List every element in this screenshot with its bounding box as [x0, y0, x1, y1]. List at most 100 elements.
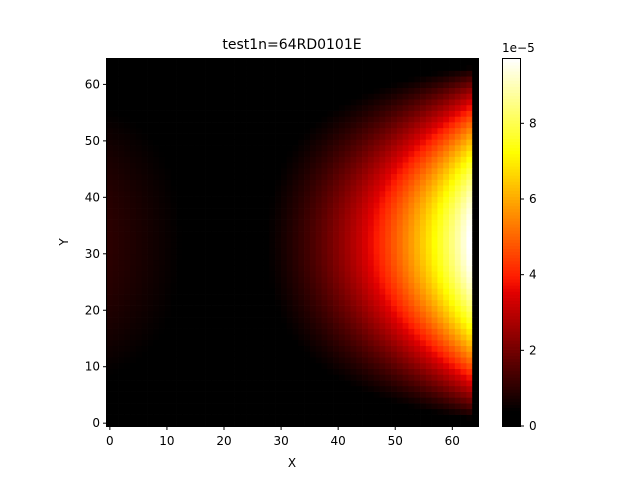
heatmap-cell — [344, 317, 351, 324]
heatmap-cell — [443, 139, 450, 146]
heatmap-cell — [402, 317, 409, 324]
heatmap-cell — [193, 345, 201, 352]
heatmap-cell — [454, 351, 461, 358]
heatmap-cell — [391, 236, 398, 243]
heatmap-cell — [333, 156, 340, 163]
heatmap-cell — [408, 179, 415, 186]
heatmap-cell — [130, 99, 137, 106]
heatmap-cell — [159, 311, 166, 318]
heatmap-cell — [205, 208, 212, 215]
heatmap-cell — [425, 253, 432, 261]
heatmap-cell — [205, 408, 212, 415]
heatmap-cell — [205, 202, 212, 209]
heatmap-cell — [327, 397, 334, 404]
heatmap-cell — [437, 368, 444, 375]
heatmap-cell — [362, 76, 369, 83]
heatmap-cell — [391, 351, 398, 358]
heatmap-cell — [373, 345, 380, 352]
heatmap-cell — [135, 403, 143, 410]
heatmap-cell — [350, 219, 357, 226]
heatmap-cell — [124, 368, 131, 375]
heatmap-cell — [188, 116, 195, 123]
heatmap-cell — [431, 420, 438, 427]
heatmap-cell — [414, 420, 421, 427]
heatmap-cell — [391, 70, 398, 77]
heatmap-cell — [431, 334, 438, 341]
heatmap-cell — [107, 150, 114, 157]
heatmap-cell — [466, 70, 473, 77]
heatmap-cell — [130, 185, 137, 192]
heatmap-cell — [240, 322, 247, 329]
heatmap-cell — [396, 345, 403, 352]
heatmap-cell — [327, 87, 334, 94]
heatmap-cell — [246, 362, 253, 369]
heatmap-cell — [112, 339, 119, 347]
heatmap-cell — [188, 317, 195, 324]
heatmap-cell — [356, 162, 363, 169]
heatmap-cell — [367, 345, 375, 352]
heatmap-cell — [130, 391, 137, 398]
heatmap-cell — [280, 288, 288, 295]
heatmap-cell — [472, 190, 479, 197]
heatmap-cell — [182, 104, 189, 111]
heatmap-cell — [443, 179, 450, 186]
heatmap-cell — [321, 231, 328, 238]
heatmap-cell — [112, 99, 119, 106]
heatmap-cell — [286, 414, 293, 421]
heatmap-cell — [251, 253, 259, 261]
heatmap-cell — [309, 185, 317, 192]
heatmap-cell — [275, 351, 282, 358]
heatmap-cell — [327, 70, 334, 77]
heatmap-cell — [414, 276, 421, 283]
heatmap-cell — [408, 213, 415, 220]
heatmap-cell — [338, 139, 346, 146]
heatmap-cell — [275, 397, 282, 404]
heatmap-cell — [292, 248, 299, 255]
heatmap-cell — [425, 196, 432, 203]
heatmap-cell — [292, 127, 299, 134]
heatmap-cell — [124, 231, 131, 238]
heatmap-cell — [269, 110, 276, 117]
heatmap-cell — [327, 265, 334, 272]
heatmap-cell — [263, 242, 270, 249]
heatmap-cell — [246, 156, 253, 163]
heatmap-cell — [147, 408, 154, 415]
heatmap-cell — [222, 167, 230, 175]
heatmap-cell — [118, 196, 125, 203]
heatmap-cell — [222, 311, 230, 318]
heatmap-cell — [402, 190, 409, 197]
heatmap-cell — [107, 116, 114, 123]
heatmap-cell — [188, 414, 195, 421]
heatmap-cell — [373, 133, 380, 140]
heatmap-cell — [130, 385, 137, 392]
heatmap-cell — [309, 173, 317, 180]
heatmap-cell — [269, 145, 276, 152]
heatmap-cell — [466, 351, 473, 358]
heatmap-cell — [338, 219, 346, 226]
heatmap-cell — [182, 357, 189, 364]
heatmap-cell — [141, 156, 148, 163]
heatmap-cell — [344, 196, 351, 203]
heatmap-cell — [420, 150, 427, 157]
heatmap-cell — [269, 99, 276, 106]
heatmap-cell — [309, 385, 317, 392]
heatmap-cell — [391, 288, 398, 295]
heatmap-cell — [275, 362, 282, 369]
heatmap-cell — [234, 408, 241, 415]
heatmap-cell — [356, 167, 363, 175]
heatmap-cell — [176, 81, 183, 89]
heatmap-cell — [228, 276, 235, 283]
heatmap-cell — [107, 213, 114, 220]
heatmap-cell — [356, 288, 363, 295]
heatmap-cell — [350, 345, 357, 352]
heatmap-cell — [431, 127, 438, 134]
heatmap-cell — [257, 81, 264, 89]
colorbar-segment — [503, 214, 520, 219]
heatmap-cell — [246, 190, 253, 197]
heatmap-cell — [222, 374, 230, 381]
heatmap-cell — [362, 380, 369, 387]
heatmap-cell — [425, 357, 432, 364]
heatmap-cell — [431, 219, 438, 226]
heatmap-cell — [402, 213, 409, 220]
